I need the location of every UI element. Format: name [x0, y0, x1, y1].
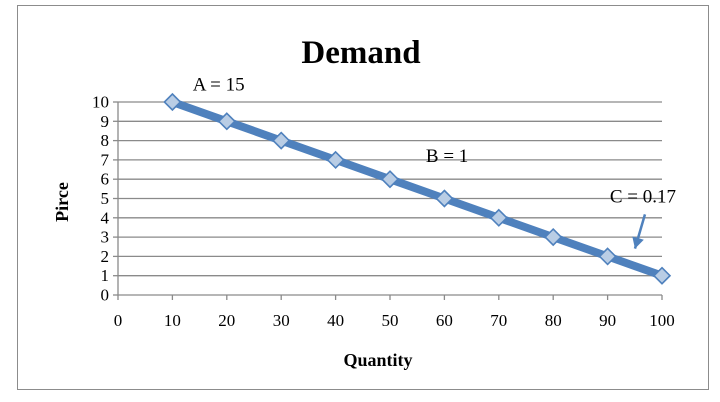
y-tick-label: 7	[101, 150, 110, 169]
x-tick-label: 80	[545, 311, 562, 330]
x-tick-label: 100	[649, 311, 675, 330]
y-tick-label: 0	[101, 286, 110, 305]
data-point	[489, 208, 508, 227]
x-tick-label: 40	[327, 311, 344, 330]
x-tick-label: 60	[436, 311, 453, 330]
chart-title: Demand	[301, 35, 420, 71]
series-layer	[163, 92, 672, 285]
y-tick-label: 4	[101, 208, 110, 227]
y-tick-label: 2	[101, 247, 110, 266]
data-point	[598, 247, 617, 266]
data-point	[217, 112, 236, 131]
x-tick-label: 0	[114, 311, 123, 330]
x-tick-label: 70	[490, 311, 507, 330]
data-point	[380, 170, 400, 189]
y-tick-label: 6	[101, 170, 110, 189]
annotation-arrowhead	[632, 236, 644, 249]
y-axis-label: Pirce	[52, 182, 72, 222]
annotation-label: B = 1	[426, 146, 468, 167]
y-tick-label: 1	[101, 266, 110, 285]
x-axis-label: Quantity	[343, 350, 412, 370]
data-point	[544, 227, 563, 247]
y-tick-label: 10	[92, 93, 109, 112]
y-tick-label: 3	[101, 228, 110, 247]
x-tick-label: 30	[273, 311, 290, 330]
annotation-label: C = 0.17	[610, 186, 676, 207]
x-tick-label: 10	[164, 311, 181, 330]
annotation-layer: A = 15 B = 1 C = 0.17	[193, 74, 676, 249]
data-point	[652, 266, 672, 285]
data-point	[272, 131, 291, 150]
chart-frame: 0 1 2 3 4 5 6 7 8 9 10 0 10 20 30 40 50 60 70 80 90 100 A = 1…	[17, 5, 709, 390]
x-tick-label: 90	[599, 311, 616, 330]
data-point	[163, 92, 182, 112]
data-point	[435, 189, 454, 208]
data-point	[326, 150, 345, 170]
y-tick-label: 9	[101, 112, 110, 131]
series-line	[171, 98, 664, 280]
y-tick-label: 8	[101, 131, 110, 150]
annotation-label: A = 15	[193, 74, 245, 95]
x-tick-label: 50	[382, 311, 399, 330]
x-tick-label: 20	[218, 311, 235, 330]
y-tick-label: 5	[101, 189, 110, 208]
